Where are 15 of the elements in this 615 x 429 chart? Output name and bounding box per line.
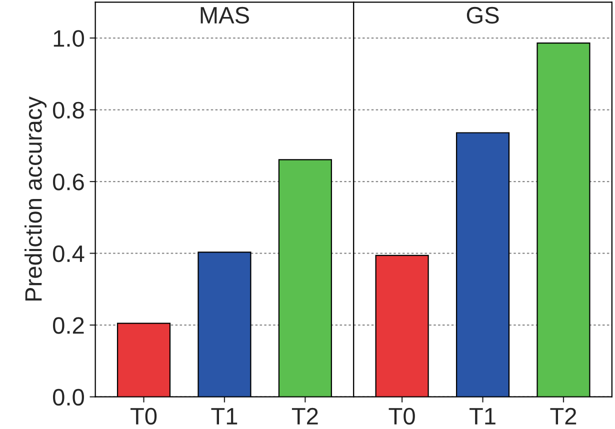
x-tick-label: T1 <box>470 408 496 424</box>
y-tick-label: 0.2 <box>53 317 84 334</box>
y-tick-label: 1.0 <box>54 30 84 47</box>
chart-title: MAS <box>200 6 249 24</box>
chart-title: GS <box>466 6 499 24</box>
y-tick-label: 0.4 <box>53 245 84 262</box>
x-tick-label: T2 <box>292 408 318 424</box>
y-axis-title: Prediction accuracy <box>24 96 47 301</box>
y-tick-label: 0.8 <box>53 102 84 119</box>
x-tick-label: T0 <box>388 408 415 425</box>
y-tick-label: 0.0 <box>53 388 84 406</box>
x-tick-label: T0 <box>130 408 157 425</box>
x-tick-label: T2 <box>550 408 576 424</box>
y-tick-label: 0.6 <box>53 174 84 190</box>
x-tick-label: T1 <box>211 408 238 424</box>
